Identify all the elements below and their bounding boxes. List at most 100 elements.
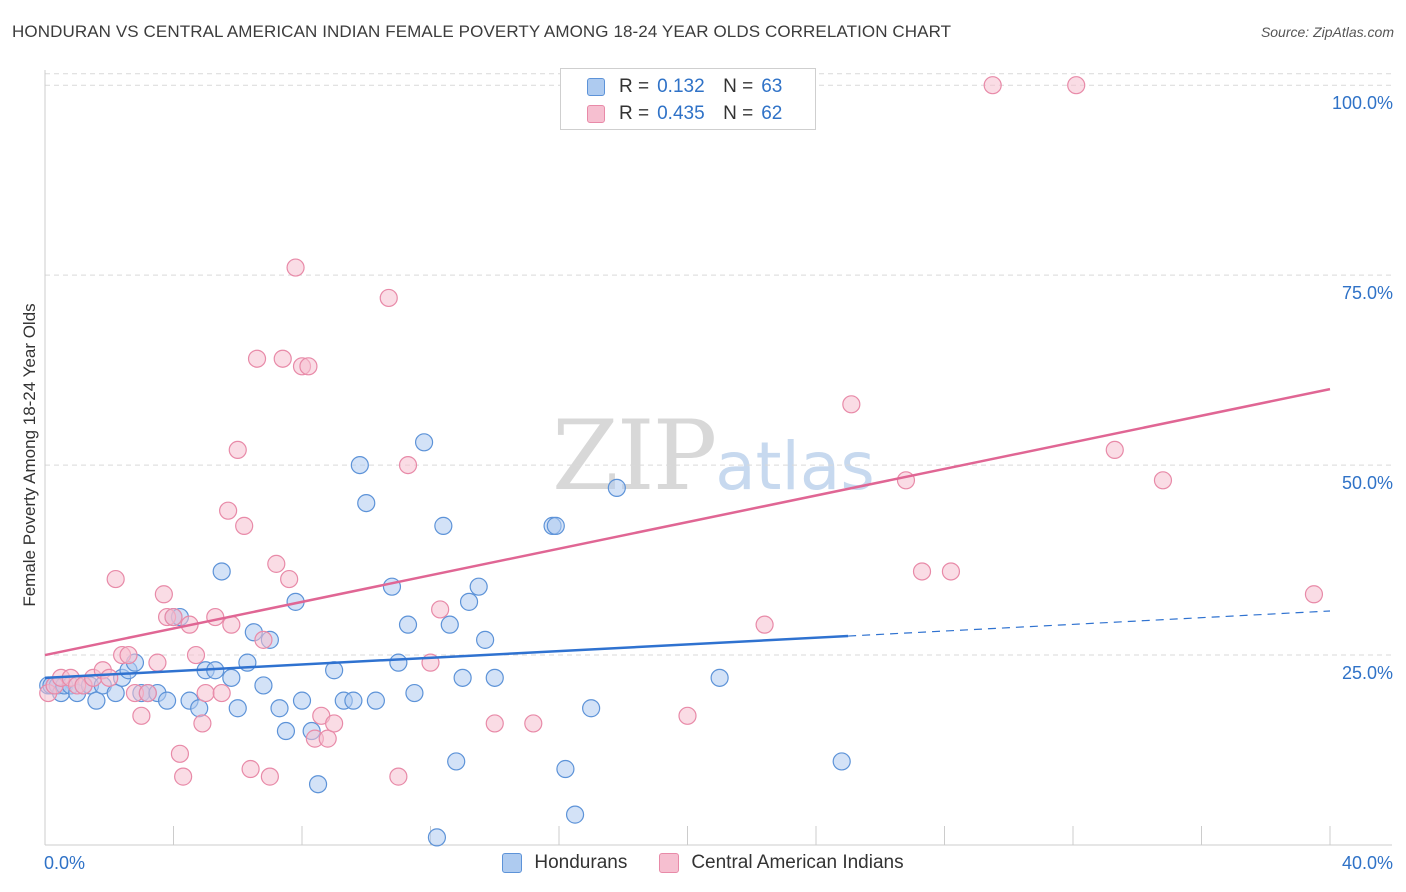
legend-row-central-american-indians: R = 0.435 N = 62	[587, 102, 782, 126]
honduran-point	[87, 691, 106, 710]
cai-point	[100, 668, 119, 687]
hondurans-trendline	[44, 634, 849, 680]
cai-point	[138, 683, 157, 703]
cai-point	[912, 562, 932, 581]
legend-item-label: Hondurans	[534, 852, 628, 873]
cai-point	[148, 653, 167, 672]
cai-point	[431, 600, 450, 619]
correlation-legend: R = 0.132 N = 63 R = 0.435 N = 62	[560, 68, 816, 130]
honduran-point	[440, 615, 459, 634]
cai-legend-swatch	[659, 853, 680, 873]
honduran-point	[157, 691, 177, 710]
cai-point	[273, 349, 292, 368]
cai-point	[389, 767, 408, 786]
hondurans-swatch	[587, 78, 605, 96]
honduran-point	[222, 668, 241, 687]
cai-point	[164, 607, 183, 627]
x-tick-label: 0.0%	[44, 853, 85, 873]
legend-item-central-american-indians[interactable]: Central American Indians	[659, 852, 904, 874]
hondurans-trendline-extension	[848, 610, 1331, 637]
honduran-point	[190, 699, 209, 718]
cai-point	[325, 714, 344, 733]
honduran-point	[565, 805, 585, 824]
cai-point	[235, 516, 254, 535]
cai-point	[254, 630, 273, 649]
cai-point	[485, 714, 504, 733]
cai-point	[280, 569, 299, 589]
honduran-point	[607, 478, 626, 497]
cai-point	[241, 759, 260, 779]
honduran-point	[276, 721, 296, 741]
cai-point	[186, 645, 206, 665]
honduran-point	[414, 433, 434, 452]
honduran-point	[106, 683, 125, 703]
legend-n-value: 63	[761, 76, 783, 97]
honduran-point	[485, 668, 504, 687]
honduran-point	[832, 752, 851, 771]
cai-point	[1067, 76, 1086, 95]
cai-point	[119, 645, 138, 665]
honduran-point	[344, 691, 363, 710]
cai-point	[106, 569, 125, 589]
honduran-point	[382, 577, 402, 596]
cai-trendline	[44, 387, 1331, 657]
cai-point	[983, 76, 1002, 95]
honduran-point	[389, 653, 408, 672]
y-axis-label: Female Poverty Among 18-24 Year Olds	[20, 303, 39, 607]
cai-point	[1304, 585, 1324, 604]
y-tick-label: 75.0%	[1342, 283, 1393, 303]
hondurans-legend-swatch	[502, 853, 523, 873]
cai-point	[196, 683, 215, 703]
cai-point	[299, 357, 318, 376]
cai-point	[1153, 471, 1173, 490]
y-tick-label: 100.0%	[1332, 93, 1393, 113]
cai-point	[219, 501, 238, 520]
honduran-point	[292, 691, 312, 710]
honduran-point	[357, 493, 376, 513]
cai-swatch	[587, 105, 605, 123]
honduran-point	[212, 562, 231, 581]
honduran-point	[270, 699, 289, 718]
cai-point	[174, 767, 193, 786]
cai-point	[755, 615, 774, 634]
cai-point	[247, 349, 267, 368]
legend-r-label: R =	[619, 103, 650, 124]
cai-point	[842, 395, 861, 414]
legend-item-hondurans[interactable]: Hondurans	[502, 852, 627, 874]
cai-point	[267, 554, 286, 573]
honduran-point	[582, 699, 601, 718]
cai-point	[193, 714, 212, 733]
cai-point	[132, 706, 151, 725]
cai-point	[1105, 440, 1124, 460]
honduran-point	[710, 668, 729, 687]
honduran-point	[427, 828, 447, 847]
cai-point	[318, 729, 337, 748]
honduran-point	[254, 676, 273, 695]
honduran-point	[308, 775, 328, 794]
cai-point	[154, 585, 173, 604]
legend-r-value: 0.435	[657, 103, 705, 124]
honduran-point	[398, 615, 418, 634]
honduran-point	[350, 455, 369, 475]
honduran-point	[228, 699, 247, 718]
honduran-point	[546, 516, 565, 535]
cai-point	[228, 440, 247, 460]
y-tick-label: 25.0%	[1342, 663, 1393, 683]
cai-point	[678, 706, 697, 725]
honduran-point	[453, 668, 472, 687]
source-attribution: Source: ZipAtlas.com	[1260, 24, 1394, 40]
cai-point	[379, 288, 398, 308]
honduran-point	[434, 516, 453, 535]
honduran-point	[405, 683, 424, 703]
legend-n-label: N =	[723, 76, 754, 97]
legend-item-label: Central American Indians	[691, 852, 904, 873]
series-legend: Hondurans Central American Indians	[0, 852, 1406, 874]
honduran-point	[447, 752, 466, 771]
legend-n-value: 62	[761, 103, 783, 124]
cai-point	[212, 683, 231, 703]
y-tick-label: 50.0%	[1342, 473, 1393, 493]
chart-title: HONDURAN VS CENTRAL AMERICAN INDIAN FEMA…	[12, 22, 952, 41]
honduran-point	[459, 592, 479, 611]
honduran-point	[476, 630, 495, 649]
cai-point	[941, 562, 961, 581]
